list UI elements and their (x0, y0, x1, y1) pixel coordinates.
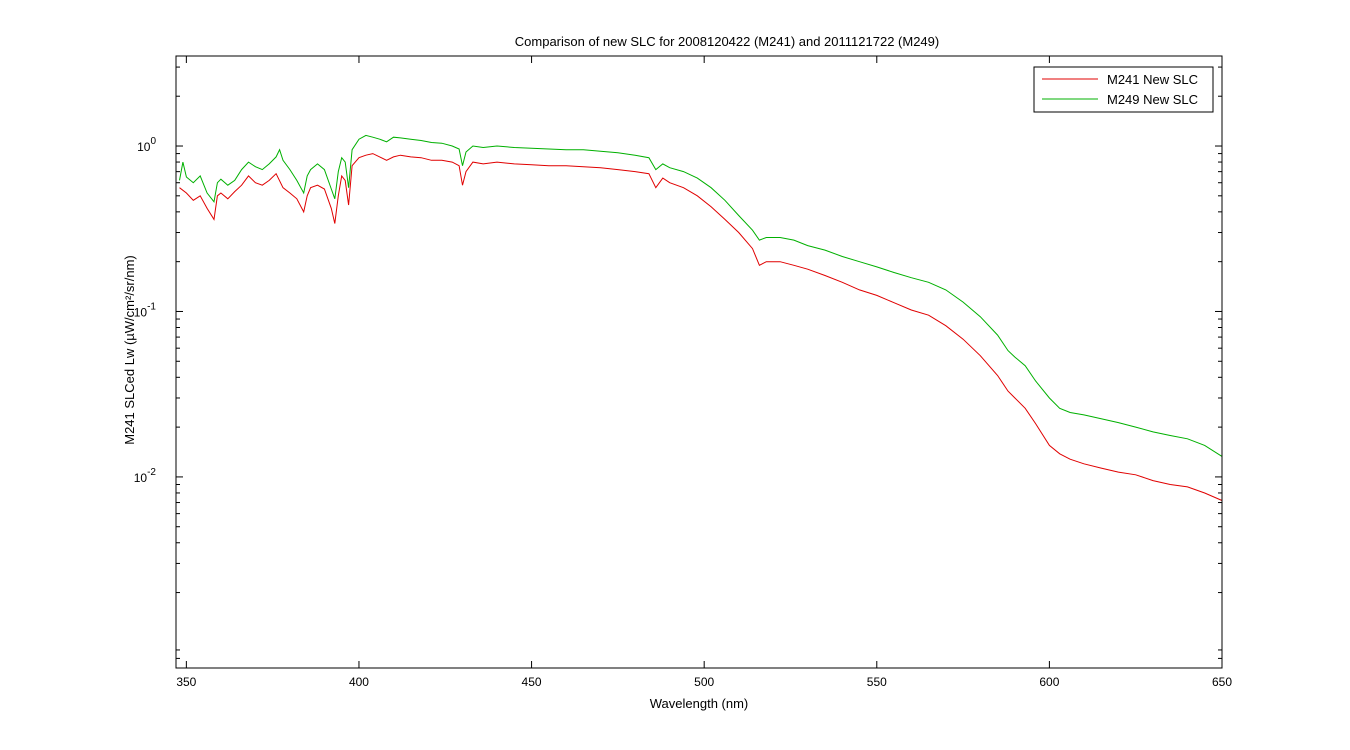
axes-box (175, 55, 1223, 669)
series-line-0 (179, 153, 1223, 501)
x-tick-label: 600 (1039, 675, 1059, 689)
x-tick-label: 450 (522, 675, 542, 689)
x-tick-label: 650 (1212, 675, 1232, 689)
legend: M241 New SLC M249 New SLC (1033, 66, 1214, 113)
x-tick-label: 350 (176, 675, 196, 689)
y-tick-label: 10-2 (134, 467, 157, 485)
x-tick-label: 400 (349, 675, 369, 689)
x-tick-label: 550 (867, 675, 887, 689)
series-layer (179, 134, 1223, 501)
x-axis-ticks: 350 400 450 500 550 600 650 (176, 56, 1232, 689)
plot-area: 350 400 450 500 550 600 650 100 10-1 10-2 (134, 55, 1232, 689)
y-axis-label: M241 SLCed Lw (µW/cm²/sr/nm) (122, 255, 137, 445)
x-tick-label: 500 (694, 675, 714, 689)
legend-label-m241: M241 New SLC (1107, 72, 1198, 87)
plot-background (176, 56, 1222, 668)
chart-title: Comparison of new SLC for 2008120422 (M2… (515, 34, 939, 49)
y-tick-label: 100 (137, 136, 156, 154)
legend-label-m249: M249 New SLC (1107, 92, 1198, 107)
x-axis-label: Wavelength (nm) (650, 696, 749, 711)
series-line-1 (179, 134, 1223, 457)
y-tick-label: 10-1 (134, 301, 157, 319)
legend-box (1033, 66, 1214, 113)
